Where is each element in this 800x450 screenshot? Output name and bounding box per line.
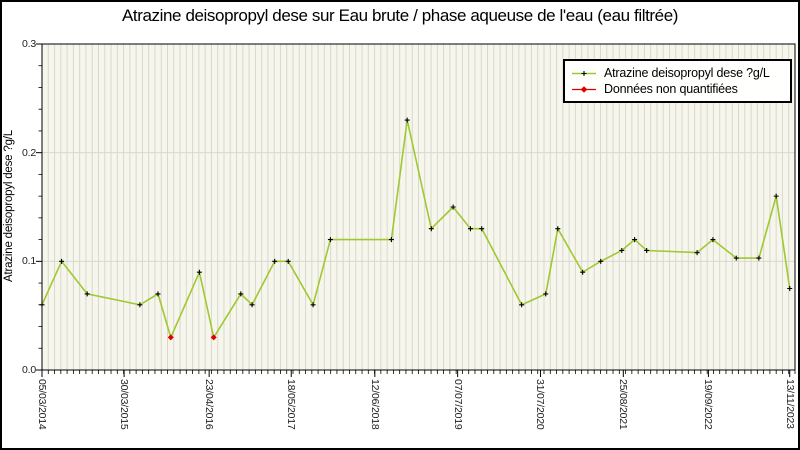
legend-series-label: Atrazine deisopropyl dese ?g/L (604, 66, 770, 80)
chart-title: Atrazine deisopropyl dese sur Eau brute … (121, 6, 679, 25)
data-point-marker (710, 237, 716, 243)
data-point-marker (39, 302, 45, 308)
data-point-marker (310, 302, 316, 308)
y-tick-label: 0.0 (22, 364, 36, 376)
legend: Atrazine deisopropyl dese ?g/L Données n… (563, 59, 792, 103)
data-point-marker (272, 258, 278, 264)
x-tick-label: 31/07/2020 (534, 379, 547, 430)
data-point-marker (155, 291, 161, 297)
data-point-marker (238, 291, 244, 297)
data-point-marker (519, 302, 525, 308)
data-point-marker (196, 269, 202, 275)
y-tick-label: 0.2 (22, 146, 36, 159)
x-tick-label: 25/08/2021 (617, 379, 630, 430)
data-point-marker (388, 237, 394, 243)
nonquantified-point-marker (167, 334, 174, 341)
data-point-marker (543, 291, 549, 297)
data-point-marker (644, 247, 650, 253)
data-point-marker (428, 226, 434, 232)
y-axis-title: Atrazine deisopropyl dese ?g/L (3, 130, 15, 282)
y-tick-label: 0.1 (22, 255, 36, 268)
data-point-marker (733, 255, 739, 261)
data-point-marker (137, 302, 143, 308)
data-point-marker (756, 255, 762, 261)
x-tick-label: 23/04/2016 (203, 379, 216, 430)
x-tick-label: 12/06/2018 (368, 379, 381, 430)
legend-item-nonquantified: Données non quantifiées (571, 82, 784, 96)
legend-nonquantified-label: Données non quantifiées (604, 82, 738, 96)
data-point-marker (285, 258, 291, 264)
x-tick-label: 30/03/2015 (118, 379, 131, 430)
x-tick-label: 18/05/2017 (285, 379, 298, 430)
data-point-marker (580, 269, 586, 275)
series-line (41, 119, 791, 340)
data-point-marker (450, 204, 456, 210)
data-point-marker (555, 226, 561, 232)
data-point-marker (84, 291, 90, 297)
data-point-marker (479, 226, 485, 232)
data-point-marker (619, 247, 625, 253)
x-tick-label: 19/09/2022 (702, 379, 715, 430)
data-point-marker (249, 302, 255, 308)
nonquantified-point-marker (210, 334, 217, 341)
data-point-marker (404, 117, 410, 123)
x-tick-label: 13/11/2023 (783, 379, 796, 429)
series-line-marker-icon (572, 70, 596, 76)
data-point-marker (327, 237, 333, 243)
data-point-marker (787, 286, 793, 291)
data-point-marker (598, 258, 604, 264)
data-point-marker (773, 193, 779, 199)
data-point-marker (694, 250, 700, 256)
data-point-marker (59, 258, 65, 264)
data-point-marker (632, 237, 638, 243)
nonquantified-marker-icon (572, 85, 596, 93)
y-tick-label: 0.3 (22, 38, 36, 50)
x-tick-label: 07/07/2019 (451, 379, 464, 430)
legend-item-series: Atrazine deisopropyl dese ?g/L (571, 66, 784, 80)
data-point-marker (467, 226, 473, 232)
x-tick-label: 05/03/2014 (36, 379, 48, 430)
